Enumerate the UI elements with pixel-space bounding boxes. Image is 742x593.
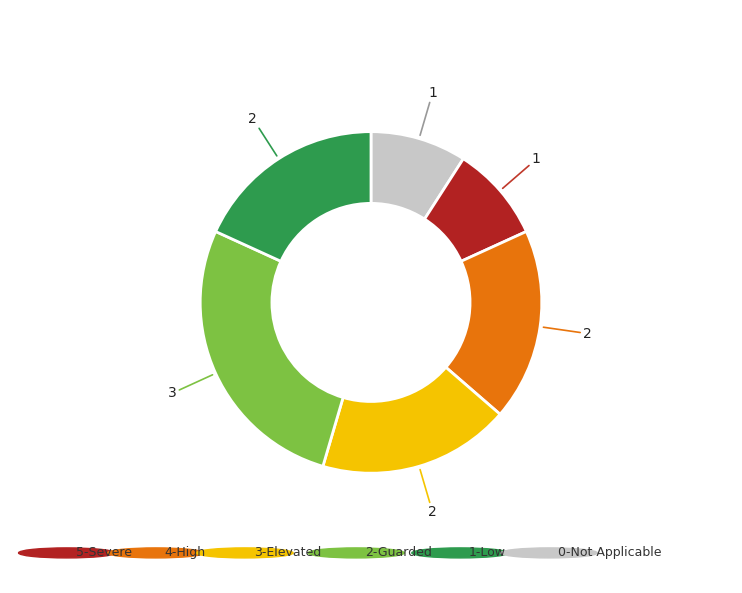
Text: 3: 3 xyxy=(168,375,212,400)
Text: 5-Severe: 5-Severe xyxy=(76,546,131,559)
Circle shape xyxy=(19,548,115,558)
Text: 1: 1 xyxy=(502,152,541,189)
Text: □: □ xyxy=(82,53,93,66)
Wedge shape xyxy=(446,231,542,415)
Text: 1-Low: 1-Low xyxy=(469,546,506,559)
Text: 4-High: 4-High xyxy=(165,546,206,559)
Wedge shape xyxy=(371,132,463,219)
Text: 2: 2 xyxy=(420,470,437,519)
Text: 2: 2 xyxy=(249,111,277,156)
Text: 2: 2 xyxy=(543,327,592,340)
Circle shape xyxy=(108,548,204,558)
Circle shape xyxy=(197,548,293,558)
Wedge shape xyxy=(323,367,500,473)
Text: CURRENT THREAT POSTURE: CURRENT THREAT POSTURE xyxy=(9,17,268,35)
Text: 3-Elevated: 3-Elevated xyxy=(254,546,321,559)
Text: □: □ xyxy=(33,53,45,66)
Wedge shape xyxy=(424,159,526,262)
Wedge shape xyxy=(216,132,371,262)
Circle shape xyxy=(412,548,508,558)
Text: 0-Not Applicable: 0-Not Applicable xyxy=(558,546,661,559)
Text: □: □ xyxy=(7,53,19,66)
Text: □: □ xyxy=(58,53,70,66)
Wedge shape xyxy=(200,231,343,466)
Circle shape xyxy=(308,548,404,558)
Circle shape xyxy=(501,548,597,558)
Text: 1: 1 xyxy=(420,85,437,135)
Text: 2-Guarded: 2-Guarded xyxy=(365,546,432,559)
